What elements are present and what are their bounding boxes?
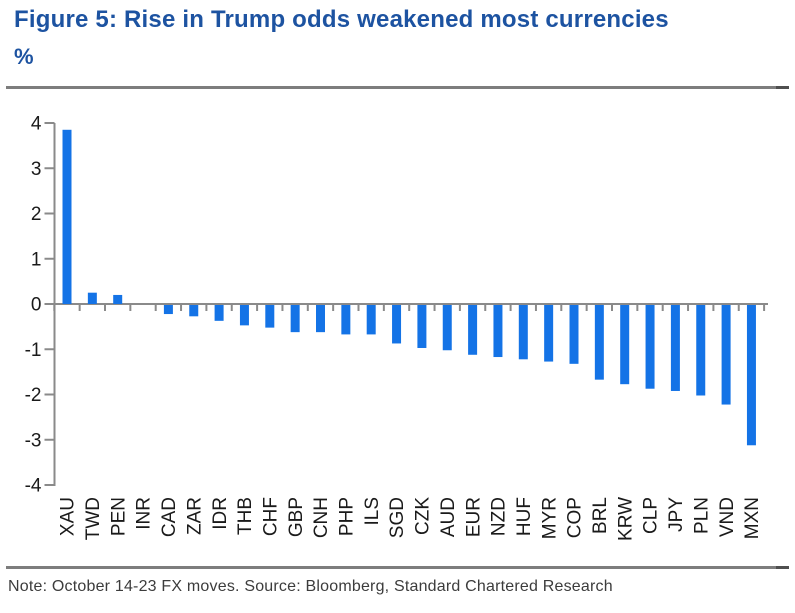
x-tick-label-BRL: BRL: [590, 497, 611, 534]
x-tick-label-ILS: ILS: [362, 497, 383, 526]
bar-IDR: [214, 305, 224, 321]
bar-ILS: [366, 305, 376, 335]
bar-MXN: [746, 305, 756, 446]
y-tick-label: 1: [31, 249, 42, 270]
bar-CAD: [163, 305, 173, 315]
bar-CLP: [645, 305, 655, 389]
x-tick-label-CAD: CAD: [159, 497, 180, 537]
bar-chart: 4 3 2 1 0 -1 -2 -3 -4 XAU TWD PEN INR CAD ZAR IDR THB CHF…: [0, 95, 795, 565]
bar-KRW: [620, 305, 630, 385]
bar-CNH: [316, 305, 325, 333]
y-tick-label: -1: [25, 340, 42, 361]
x-tick-label-INR: INR: [134, 497, 155, 530]
x-tick-label-ZAR: ZAR: [184, 497, 205, 535]
bar-MYR: [544, 305, 554, 362]
bar-JPY: [670, 305, 680, 391]
chart-canvas: 4 3 2 1 0 -1 -2 -3 -4 XAU TWD PEN INR CAD ZAR IDR THB CHF…: [25, 114, 768, 541]
bar-XAU: [62, 129, 72, 304]
x-tick-label-SGD: SGD: [387, 497, 408, 538]
bar-SGD: [392, 305, 402, 344]
x-tick-label-GBP: GBP: [286, 497, 307, 537]
x-tick-label-CHF: CHF: [260, 497, 281, 536]
x-tick-label-PEN: PEN: [108, 497, 129, 536]
x-tick-label-MYR: MYR: [539, 497, 560, 539]
bottom-divider: [6, 566, 789, 569]
x-tick-label-THB: THB: [235, 497, 256, 535]
y-tick-label: -3: [25, 430, 42, 451]
x-tick-label-MXN: MXN: [742, 497, 763, 539]
bar-THB: [239, 305, 249, 326]
bar-PEN: [113, 294, 123, 304]
bar-PLN: [696, 305, 706, 396]
x-tick-label-CZK: CZK: [413, 497, 434, 535]
top-divider: [6, 86, 789, 89]
x-tick-label-CNH: CNH: [311, 497, 332, 538]
bar-BRL: [594, 305, 604, 380]
x-tick-label-PLN: PLN: [691, 497, 712, 534]
x-tick-label-VND: VND: [717, 497, 738, 537]
x-tick-label-PHP: PHP: [337, 497, 358, 536]
x-tick-label-COP: COP: [565, 497, 586, 538]
y-tick-label: 3: [31, 159, 42, 180]
y-tick-label: 0: [31, 295, 42, 316]
x-tick-label-NZD: NZD: [489, 497, 510, 536]
bar-PHP: [341, 305, 351, 335]
x-tick-label-TWD: TWD: [83, 497, 104, 540]
y-tick-label: 4: [31, 114, 42, 135]
y-tick-label: -2: [25, 385, 42, 406]
bar-VND: [721, 305, 731, 405]
source-note: Note: October 14-23 FX moves. Source: Bl…: [8, 578, 613, 595]
x-tick-label-XAU: XAU: [58, 497, 79, 536]
x-tick-label-HUF: HUF: [514, 497, 535, 536]
figure-title: Figure 5: Rise in Trump odds weakened mo…: [14, 6, 669, 33]
bar-ZAR: [189, 305, 199, 317]
bar-COP: [569, 305, 579, 364]
bar-GBP: [290, 305, 300, 333]
x-tick-label-AUD: AUD: [438, 497, 459, 537]
bar-EUR: [468, 305, 478, 355]
bar-CZK: [417, 305, 427, 348]
y-tick-label: -4: [25, 476, 42, 497]
bar-HUF: [518, 305, 528, 360]
x-tick-label-JPY: JPY: [666, 497, 687, 532]
bar-TWD: [87, 292, 97, 304]
x-tick-label-CLP: CLP: [641, 497, 662, 534]
x-tick-label-KRW: KRW: [615, 497, 636, 541]
bar-AUD: [442, 305, 452, 351]
x-tick-label-IDR: IDR: [210, 497, 231, 530]
y-tick-label: 2: [31, 204, 42, 225]
bar-NZD: [493, 305, 503, 358]
unit-label: %: [14, 44, 34, 69]
bar-CHF: [265, 305, 275, 328]
x-tick-label-EUR: EUR: [463, 497, 484, 537]
